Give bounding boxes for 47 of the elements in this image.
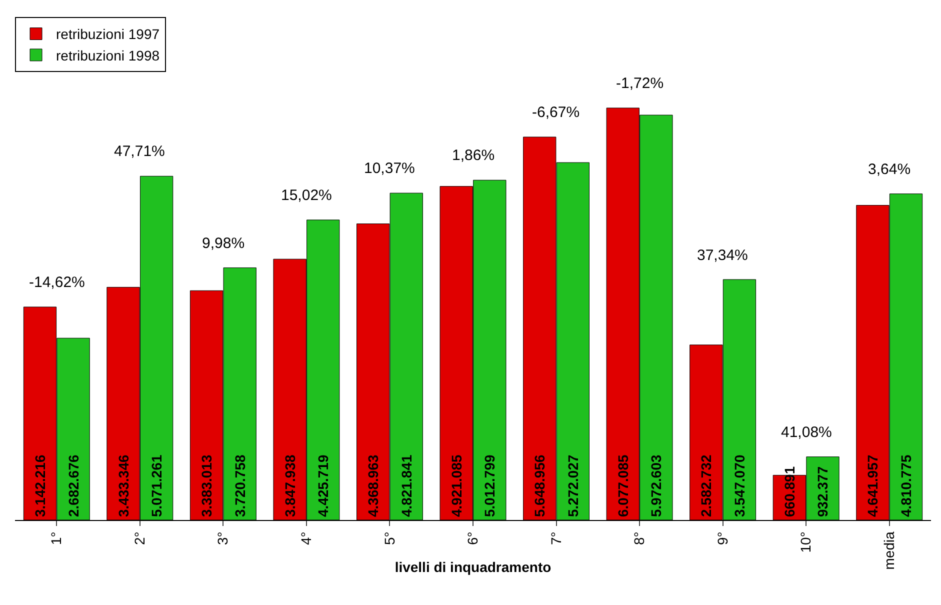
data-label: 5.272.027 [564, 454, 581, 517]
x-tick-label: media [880, 531, 897, 570]
annotation: 3,64% [868, 161, 911, 178]
x-tick-label: 5° [381, 532, 398, 545]
annotation: 1,86% [452, 147, 495, 164]
data-label: 5.012.799 [482, 454, 498, 517]
legend-label: retribuzioni 1998 [56, 47, 160, 64]
annotation: 10,37% [364, 160, 415, 177]
data-label: 3.433.346 [115, 454, 132, 517]
x-tick-label: 1° [48, 532, 64, 545]
data-label: 3.847.938 [282, 454, 298, 517]
x-tick-label: 6° [464, 532, 481, 545]
data-label: 4.641.957 [864, 454, 881, 517]
data-label: 5.972.603 [648, 454, 664, 517]
data-label: 4.810.775 [898, 454, 914, 517]
annotation: 47,71% [114, 143, 165, 160]
data-label: 4.921.085 [448, 454, 464, 517]
x-tick-label: 8° [631, 532, 648, 545]
x-tick-label: 2° [131, 532, 148, 545]
data-label: 5.648.956 [532, 454, 548, 517]
data-label: 3.720.758 [232, 454, 248, 517]
data-label: 6.077.085 [614, 454, 631, 517]
data-label: 4.821.841 [398, 454, 414, 517]
data-label: 660.891 [781, 466, 798, 517]
data-label: 4.425.719 [315, 454, 332, 517]
legend-label: retribuzioni 1997 [56, 26, 160, 42]
annotation: 41,08% [781, 424, 832, 441]
data-label: 5.071.261 [148, 454, 165, 517]
data-label: 3.383.013 [198, 454, 215, 517]
annotation: 15,02% [281, 187, 332, 204]
x-tick-label: 10° [798, 532, 814, 553]
data-label: 3.547.070 [731, 454, 748, 517]
x-tick-label: 9° [714, 532, 730, 545]
data-label: 3.142.216 [32, 454, 48, 517]
x-tick-label: 4° [298, 532, 314, 545]
x-axis-title: livelli di inquadramento [394, 559, 552, 575]
x-tick-label: 7° [548, 532, 564, 545]
data-label: 932.377 [814, 466, 831, 517]
annotation: -14,62% [29, 274, 85, 291]
annotation: 9,98% [202, 235, 245, 252]
data-label: 2.682.676 [65, 454, 82, 517]
x-tick-label: 3° [214, 532, 231, 545]
text: -1,72% [616, 75, 664, 92]
data-label: 2.582.732 [698, 454, 714, 517]
annotation: 37,34% [697, 247, 748, 264]
data-label: 4.368.963 [365, 454, 382, 517]
annotation: -6,67% [532, 104, 580, 121]
